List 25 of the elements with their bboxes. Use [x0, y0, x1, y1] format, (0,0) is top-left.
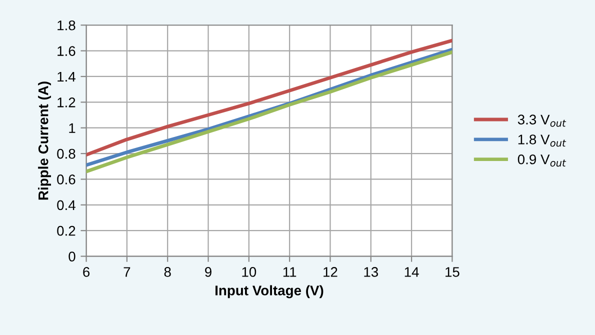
x-tick-label: 13: [364, 267, 378, 277]
y-tick-label: 1.6: [58, 46, 76, 56]
x-axis-title: Input Voltage (V): [216, 285, 324, 298]
y-tick-label: 1.4: [58, 72, 76, 82]
x-tick-label: 15: [446, 267, 460, 277]
x-tick-label: 11: [283, 267, 296, 277]
x-tick-label: 9: [205, 267, 212, 277]
y-axis-title: Ripple Current (A): [38, 82, 51, 200]
x-tick-label: 12: [324, 267, 338, 277]
x-tick-label: 14: [404, 267, 419, 277]
legend-label: 3.3 V$_{out}$: [518, 114, 566, 127]
y-tick-label: 0: [68, 252, 76, 262]
x-tick-label: 6: [83, 267, 90, 277]
y-tick-label: 0.8: [57, 148, 76, 159]
x-tick-label: 10: [242, 267, 256, 277]
y-tick-label: 0.4: [57, 200, 76, 210]
y-tick-label: 0.2: [57, 226, 76, 236]
x-tick-label: 8: [164, 267, 171, 277]
y-tick-label: 1: [69, 123, 76, 133]
y-tick-label: 1.8: [58, 20, 76, 30]
legend-label: 1.8 V$_{out}$: [518, 134, 566, 147]
legend-label: 0.9 V$_{out}$: [518, 154, 566, 167]
x-tick-label: 7: [124, 267, 130, 277]
y-tick-label: 0.6: [57, 174, 76, 184]
y-tick-label: 1.2: [58, 98, 76, 108]
